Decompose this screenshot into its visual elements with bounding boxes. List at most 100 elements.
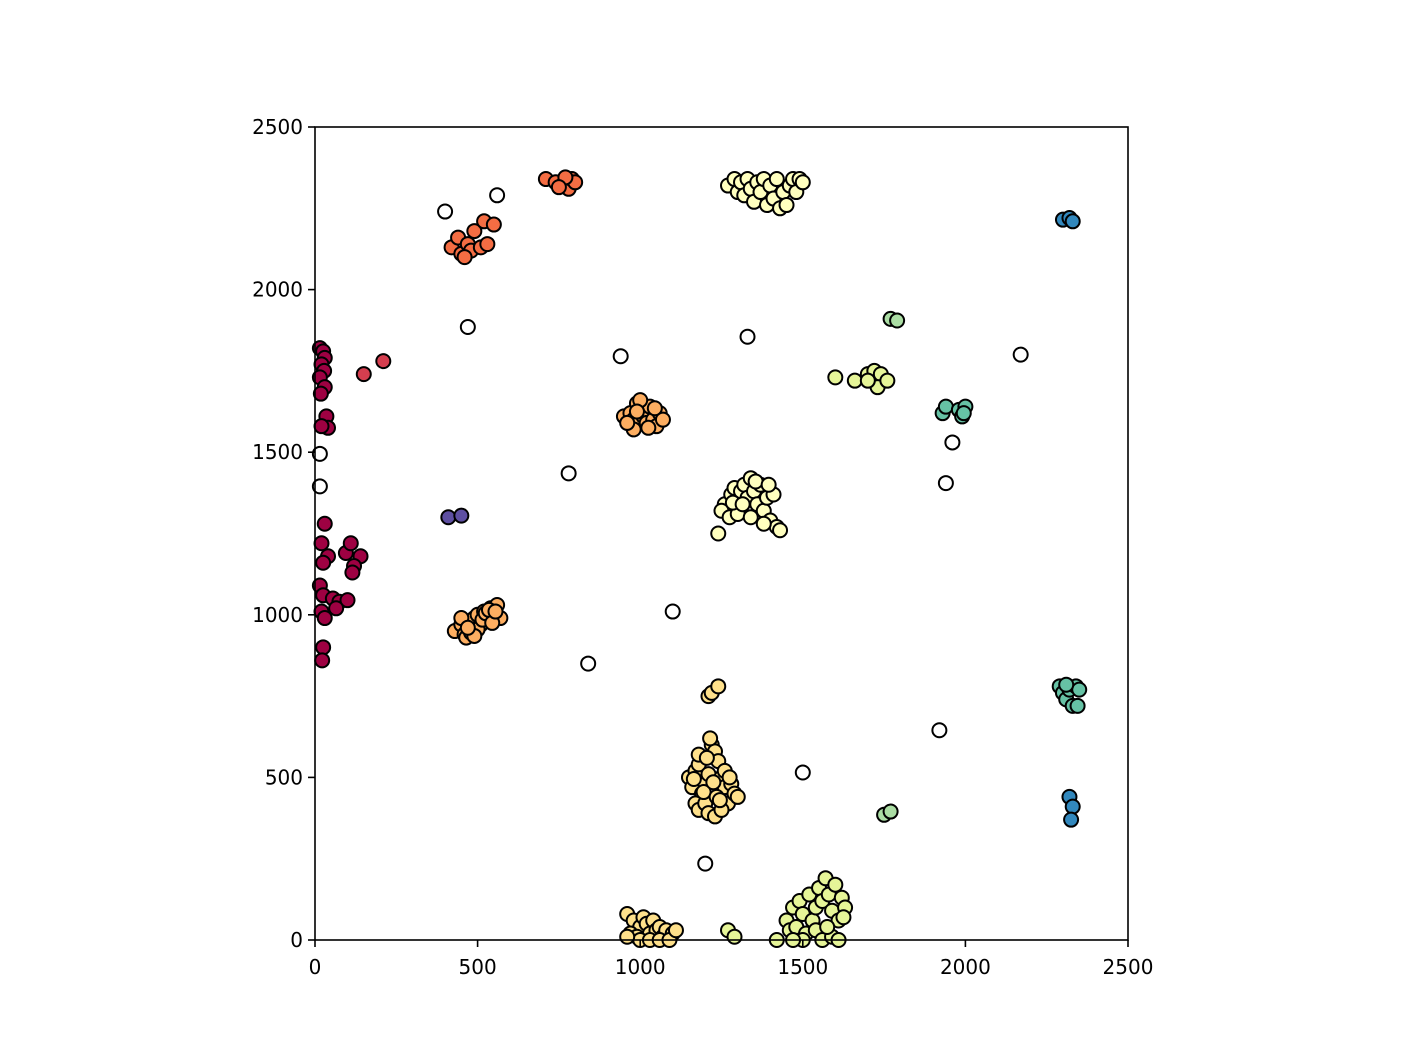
point-cluster-1-1 xyxy=(375,353,392,370)
point-cluster-7-19 xyxy=(619,928,636,945)
point-cluster-11-6 xyxy=(879,372,896,389)
point-cluster-0-28 xyxy=(315,639,332,656)
point-cluster-13-5 xyxy=(955,405,972,422)
point-noise-11 xyxy=(664,603,681,620)
x-axis: 0 500 1000 1500 2000 2500 xyxy=(309,940,1154,979)
x-tick-label: 2500 xyxy=(1103,955,1154,979)
point-cluster-4-22 xyxy=(487,603,504,620)
point-cluster-1-0 xyxy=(355,366,372,383)
point-cluster-6-33 xyxy=(698,749,715,766)
y-tick-label: 2000 xyxy=(252,278,303,302)
point-noise-12 xyxy=(580,655,597,672)
point-cluster-6-18 xyxy=(729,788,746,805)
point-cluster-8-21 xyxy=(742,509,759,526)
y-tick-label: 2500 xyxy=(252,115,303,139)
point-noise-15 xyxy=(697,855,714,872)
point-cluster-14-7 xyxy=(1069,697,1086,714)
point-cluster-10-28 xyxy=(819,918,836,935)
point-cluster-11-1 xyxy=(846,372,863,389)
point-cluster-15-4 xyxy=(1064,798,1081,815)
point-noise-14 xyxy=(794,764,811,781)
point-cluster-14-8 xyxy=(1058,676,1075,693)
series-cluster-13 xyxy=(934,398,974,425)
point-cluster-15-2 xyxy=(1064,213,1081,230)
point-cluster-9-17 xyxy=(778,197,795,214)
y-axis: 0 500 1000 1500 2000 2500 xyxy=(252,115,315,952)
point-cluster-0-7 xyxy=(312,385,329,402)
y-tick-label: 500 xyxy=(265,765,303,789)
point-cluster-0-27 xyxy=(316,610,333,627)
point-cluster-12-3 xyxy=(882,803,899,820)
series-cluster-16 xyxy=(440,507,470,526)
x-tick-label: 0 xyxy=(309,955,322,979)
point-cluster-5-17 xyxy=(646,400,663,417)
point-cluster-6-30 xyxy=(685,771,702,788)
point-cluster-9-22 xyxy=(794,174,811,191)
point-noise-1 xyxy=(489,187,506,204)
point-cluster-5-15 xyxy=(619,414,636,431)
point-cluster-5-16 xyxy=(640,419,657,436)
point-cluster-8-25 xyxy=(734,496,751,513)
point-cluster-2-9 xyxy=(479,236,496,253)
series-cluster-5 xyxy=(615,392,671,438)
point-cluster-5-11 xyxy=(654,411,671,428)
series-cluster-12 xyxy=(876,310,906,823)
point-cluster-16-0 xyxy=(440,509,457,526)
point-cluster-12-1 xyxy=(889,312,906,329)
point-cluster-11-0 xyxy=(827,369,844,386)
point-cluster-6-32 xyxy=(721,769,738,786)
point-cluster-8-27 xyxy=(760,476,777,493)
point-cluster-2-8 xyxy=(485,216,502,233)
point-cluster-9-14 xyxy=(768,171,785,188)
series-cluster-11 xyxy=(827,362,896,396)
x-tick-label: 2000 xyxy=(940,955,991,979)
point-cluster-0-16 xyxy=(342,535,359,552)
point-cluster-6-2 xyxy=(710,678,727,695)
point-cluster-10-29 xyxy=(835,909,852,926)
point-cluster-16-1 xyxy=(453,507,470,524)
data-points xyxy=(311,169,1088,948)
y-tick-label: 0 xyxy=(290,928,303,952)
point-noise-6 xyxy=(612,348,629,365)
series-cluster-1 xyxy=(355,353,392,383)
y-tick-label: 1000 xyxy=(252,603,303,627)
point-cluster-15-5 xyxy=(1063,811,1080,828)
point-cluster-3-7 xyxy=(550,179,567,196)
point-cluster-11-7 xyxy=(859,372,876,389)
point-cluster-6-34 xyxy=(705,774,722,791)
point-cluster-8-17 xyxy=(772,522,789,539)
point-noise-10 xyxy=(937,475,954,492)
point-noise-8 xyxy=(1012,346,1029,363)
point-cluster-7-18 xyxy=(667,922,684,939)
series-cluster-6 xyxy=(680,678,746,825)
point-noise-3 xyxy=(311,445,328,462)
point-noise-2 xyxy=(459,318,476,335)
x-tick-label: 1500 xyxy=(777,955,828,979)
series-cluster-9 xyxy=(720,171,811,217)
point-cluster-10-18 xyxy=(827,876,844,893)
series-cluster-2 xyxy=(443,213,502,266)
point-cluster-8-23 xyxy=(710,525,727,542)
x-tick-label: 1000 xyxy=(615,955,666,979)
point-cluster-8-22 xyxy=(755,515,772,532)
series-cluster-8 xyxy=(710,470,789,542)
y-tick-label: 1500 xyxy=(252,440,303,464)
series-cluster-3 xyxy=(537,169,584,197)
point-noise-4 xyxy=(311,478,328,495)
point-cluster-14-6 xyxy=(1071,681,1088,698)
point-noise-5 xyxy=(560,465,577,482)
point-cluster-0-14 xyxy=(315,554,332,571)
point-cluster-0-24 xyxy=(339,592,356,609)
point-cluster-5-14 xyxy=(628,403,645,420)
point-cluster-4-24 xyxy=(459,619,476,636)
x-tick-label: 500 xyxy=(459,955,497,979)
point-cluster-0-19 xyxy=(344,564,361,581)
point-cluster-13-1 xyxy=(937,398,954,415)
series-cluster-14 xyxy=(1051,676,1088,714)
point-cluster-10-1 xyxy=(726,928,743,945)
point-cluster-8-26 xyxy=(747,473,764,490)
point-noise-7 xyxy=(739,328,756,345)
series-cluster-15 xyxy=(1054,210,1081,828)
